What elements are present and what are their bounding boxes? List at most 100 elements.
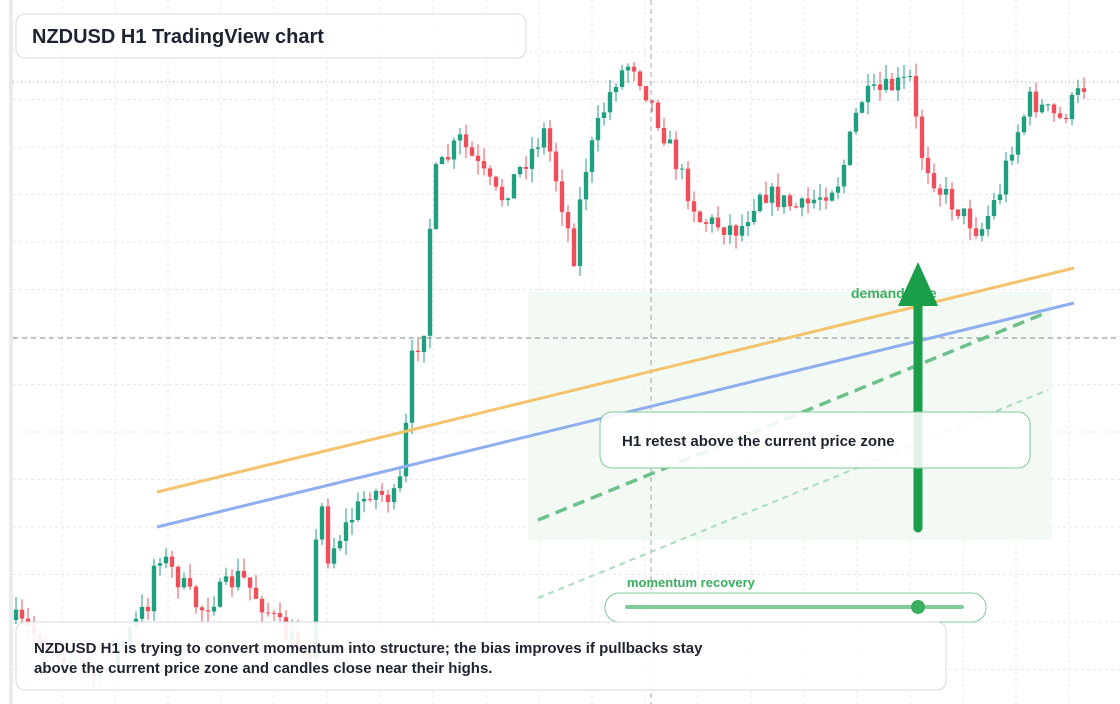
candle-body: [913, 75, 919, 117]
candle-body: [625, 66, 631, 71]
candle-body: [1009, 154, 1015, 161]
candle-body: [475, 155, 481, 162]
candle-body: [871, 84, 877, 86]
candle-body: [931, 173, 937, 189]
candle-body: [895, 77, 901, 91]
title: NZDUSD H1 TradingView chart: [32, 26, 324, 48]
candle-body: [943, 188, 949, 195]
candle-body: [865, 85, 871, 103]
candle-body: [619, 70, 625, 88]
candle-body: [523, 166, 529, 169]
candle-body: [775, 186, 781, 208]
candle-body: [649, 100, 655, 103]
candle-body: [703, 222, 709, 224]
candle-body: [691, 201, 697, 212]
candle-body: [217, 581, 223, 607]
candle-body: [361, 498, 367, 502]
candle-body: [277, 613, 283, 618]
candle-body: [685, 168, 691, 202]
candle-body: [331, 548, 337, 564]
candle-body: [421, 335, 427, 352]
candle-body: [967, 208, 973, 229]
candle-body: [835, 186, 841, 193]
candle-body: [595, 117, 601, 141]
candle-body: [1063, 117, 1069, 120]
candle-body: [901, 76, 907, 78]
candle-body: [409, 350, 415, 423]
candle-body: [403, 422, 409, 477]
candle-body: [439, 157, 445, 165]
candle-body: [1033, 91, 1039, 113]
candle-body: [667, 139, 673, 144]
candle-body: [751, 210, 757, 223]
candle-body: [499, 186, 505, 201]
candle-body: [511, 174, 517, 199]
candle-body: [907, 75, 913, 77]
candle-body: [1057, 113, 1063, 118]
candle-body: [697, 211, 703, 223]
candle-body: [373, 490, 379, 500]
candle-body: [829, 192, 835, 201]
candle-body: [505, 198, 511, 201]
candle-body: [883, 78, 889, 90]
left-border: [9, 0, 13, 704]
title-box: [15, 13, 527, 59]
candle-body: [337, 540, 343, 549]
slider-knob[interactable]: [911, 600, 925, 614]
candle-body: [259, 598, 265, 613]
note-box: [15, 621, 947, 691]
candle-body: [1069, 94, 1075, 120]
candle-body: [925, 157, 931, 174]
candle-body: [985, 216, 991, 230]
candle-body: [745, 222, 751, 227]
candle-body: [877, 84, 883, 90]
candle-body: [1081, 88, 1087, 92]
candle-body: [841, 164, 847, 187]
candle-body: [397, 476, 403, 489]
note-line: above the current price zone and candles…: [34, 660, 492, 677]
candle-body: [205, 610, 211, 612]
candle-body: [655, 102, 661, 128]
candle-body: [187, 578, 193, 587]
candle-body: [235, 570, 241, 588]
note-line: NZDUSD H1 is trying to convert momentum …: [34, 640, 703, 657]
candle-body: [1003, 160, 1009, 195]
candle-body: [1015, 132, 1021, 155]
candle-body: [631, 66, 637, 72]
candle-body: [481, 161, 487, 169]
candle-body: [427, 228, 433, 336]
green-thin-dashed-line: [537, 389, 1049, 599]
candle-body: [799, 198, 805, 208]
candle-body: [673, 139, 679, 170]
candle-body: [559, 181, 565, 213]
candle-body: [607, 92, 613, 113]
candle-body: [589, 140, 595, 172]
candle-body: [757, 194, 763, 211]
candle-body: [415, 350, 421, 352]
candle-body: [385, 494, 391, 503]
candle-body: [583, 171, 589, 200]
candle-body: [961, 208, 967, 217]
candle-body: [199, 607, 205, 611]
candle-body: [355, 501, 361, 520]
candle-body: [229, 576, 235, 588]
candle-body: [529, 148, 535, 169]
candle-body: [1075, 88, 1081, 95]
candle-body: [973, 228, 979, 236]
candle-body: [787, 195, 793, 207]
candle-body: [193, 586, 199, 608]
candle-body: [487, 168, 493, 177]
candle-body: [577, 199, 583, 267]
candle-body: [715, 217, 721, 228]
candle-body: [535, 147, 541, 149]
candle-body: [571, 228, 577, 267]
candle-body: [991, 200, 997, 217]
candle-body: [319, 506, 325, 540]
candle-body: [469, 147, 475, 156]
candle-body: [433, 164, 439, 229]
candle-body: [817, 197, 823, 200]
candle-body: [379, 490, 385, 495]
candle-body: [145, 606, 151, 612]
candle-body: [949, 188, 955, 210]
candle-body: [763, 194, 769, 203]
